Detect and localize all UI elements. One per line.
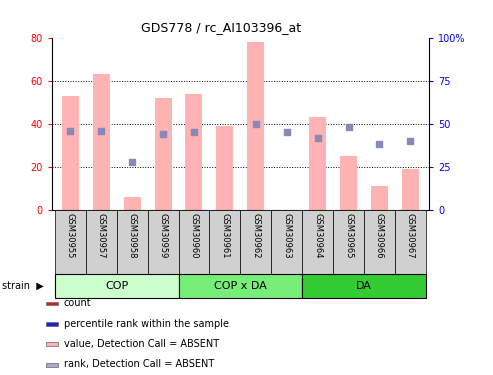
Text: value, Detection Call = ABSENT: value, Detection Call = ABSENT: [64, 339, 219, 349]
Bar: [402, 169, 419, 210]
Bar: [147, 210, 178, 274]
Bar: [93, 74, 110, 210]
Point: [97, 128, 105, 134]
Bar: [395, 210, 426, 274]
Text: count: count: [64, 298, 91, 308]
Bar: [271, 210, 302, 274]
Text: GSM30957: GSM30957: [97, 213, 106, 259]
Text: GSM30959: GSM30959: [159, 213, 168, 259]
Text: GSM30962: GSM30962: [251, 213, 260, 259]
Bar: [309, 117, 326, 210]
Bar: [340, 156, 357, 210]
Bar: [364, 210, 395, 274]
Text: GSM30966: GSM30966: [375, 213, 384, 259]
Point: [159, 131, 167, 137]
Text: GSM30964: GSM30964: [313, 213, 322, 259]
Text: percentile rank within the sample: percentile rank within the sample: [64, 319, 229, 328]
Text: GSM30963: GSM30963: [282, 213, 291, 259]
Bar: [216, 126, 233, 210]
Text: GSM30965: GSM30965: [344, 213, 353, 259]
Bar: [86, 210, 117, 274]
Point: [190, 129, 198, 135]
Point: [252, 121, 260, 127]
Text: COP x DA: COP x DA: [214, 281, 267, 291]
Bar: [55, 274, 178, 298]
Bar: [247, 42, 264, 210]
Point: [283, 129, 291, 135]
Bar: [333, 210, 364, 274]
Point: [314, 135, 321, 141]
Bar: [302, 210, 333, 274]
Bar: [210, 210, 241, 274]
Text: DA: DA: [356, 281, 372, 291]
Text: GSM30960: GSM30960: [189, 213, 199, 259]
Text: GSM30961: GSM30961: [220, 213, 229, 259]
Bar: [124, 197, 141, 210]
Bar: [46, 363, 58, 366]
Text: COP: COP: [105, 281, 128, 291]
Bar: [178, 274, 302, 298]
Bar: [154, 98, 172, 210]
Text: GSM30958: GSM30958: [128, 213, 137, 259]
Bar: [62, 96, 79, 210]
Text: strain  ▶: strain ▶: [2, 281, 44, 291]
Point: [128, 159, 136, 165]
Bar: [178, 210, 210, 274]
Bar: [46, 342, 58, 346]
Point: [345, 124, 352, 130]
Bar: [117, 210, 147, 274]
Bar: [46, 302, 58, 306]
Text: rank, Detection Call = ABSENT: rank, Detection Call = ABSENT: [64, 359, 214, 369]
Text: GDS778 / rc_AI103396_at: GDS778 / rc_AI103396_at: [141, 21, 301, 34]
Text: GSM30967: GSM30967: [406, 213, 415, 259]
Bar: [185, 94, 203, 210]
Bar: [371, 186, 388, 210]
Point: [67, 128, 74, 134]
Bar: [302, 274, 426, 298]
Bar: [55, 210, 86, 274]
Point: [406, 138, 414, 144]
Bar: [241, 210, 271, 274]
Text: GSM30955: GSM30955: [66, 213, 75, 259]
Point: [376, 141, 384, 147]
Bar: [46, 322, 58, 326]
